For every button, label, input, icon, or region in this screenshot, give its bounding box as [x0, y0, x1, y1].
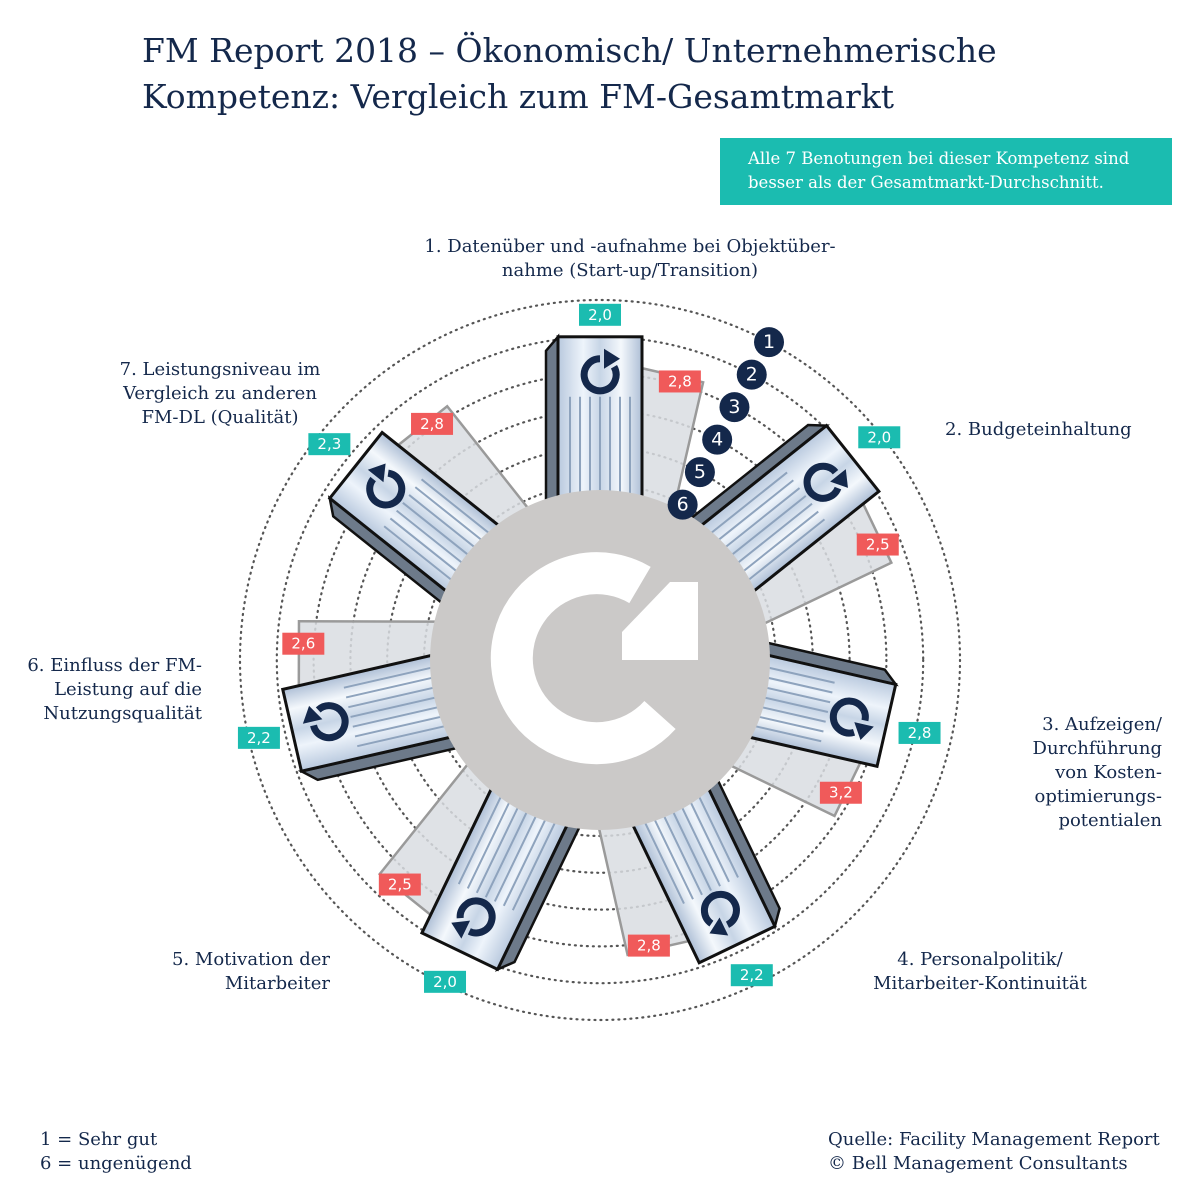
value-label-box — [282, 632, 325, 655]
source: Quelle: Facility Management Report — [828, 1129, 1160, 1150]
icon — [366, 469, 406, 509]
icon — [803, 462, 842, 502]
y-tick-label: 2 — [746, 364, 758, 386]
icon — [451, 920, 471, 939]
y-tick-label: 1 — [763, 331, 775, 353]
value-label: 2,2 — [740, 966, 764, 984]
category-label: 1. Datenüber und -aufnahme bei Objektübe… — [424, 236, 836, 281]
icon — [854, 722, 874, 740]
value-label-box — [819, 781, 862, 804]
center-icon — [490, 552, 676, 765]
value-label-box — [237, 726, 280, 749]
grid-ring — [275, 335, 925, 985]
y-tick-label: 3 — [728, 396, 740, 418]
value-label: 2,0 — [433, 973, 457, 991]
category-label: 4. Personalpolitik/ Mitarbeiter-Kontinui… — [873, 949, 1087, 994]
value-label-box — [411, 412, 454, 435]
value-label-box — [627, 934, 670, 957]
note: Alle 7 Benotungen bei dieser Kompetenz s… — [720, 138, 1172, 205]
icon — [830, 469, 848, 488]
value-label-box — [378, 873, 421, 896]
category-label: 6. Einfluss der FM- Leistung auf die Nut… — [27, 655, 202, 724]
icon — [604, 348, 620, 369]
value-label-box — [858, 426, 901, 449]
scale-note: 1 = Sehr gut — [40, 1129, 158, 1150]
value-label: 2,5 — [388, 876, 412, 894]
icon — [700, 890, 740, 928]
value-label: 2,2 — [247, 729, 271, 747]
center-disc — [430, 490, 770, 830]
icon — [302, 705, 323, 724]
chart-title: FM Report 2018 – Ökonomisch/ Unternehmer… — [142, 31, 997, 116]
icon — [310, 702, 349, 742]
center-icon — [622, 582, 698, 660]
value-label: 2,8 — [637, 937, 661, 955]
value-label: 3,2 — [829, 784, 853, 802]
tick-marker — [684, 457, 715, 488]
value-label: 2,0 — [588, 306, 612, 324]
value-label: 2,5 — [866, 536, 890, 554]
value-label: 2,8 — [668, 372, 692, 390]
y-tick-label: 4 — [711, 429, 723, 451]
tick-marker — [667, 489, 698, 520]
value-label-box — [308, 433, 351, 456]
value-label-box — [856, 533, 899, 556]
value-label: 2,8 — [908, 724, 932, 742]
value-label: 2,8 — [420, 415, 444, 433]
category-label: 2. Budgeteinhaltung — [945, 419, 1132, 440]
tick-marker — [702, 424, 733, 455]
icon — [709, 917, 729, 936]
value-label: 2,3 — [317, 435, 341, 453]
icon — [829, 697, 869, 737]
grid-ring — [238, 298, 962, 1022]
icon — [580, 355, 620, 395]
category-label: 3. Aufzeigen/ Durchführung von Kosten- o… — [1032, 714, 1162, 831]
value-label-box — [730, 964, 773, 987]
category-label: 5. Motivation der Mitarbeiter — [172, 949, 330, 994]
y-tick-label: 6 — [677, 494, 689, 516]
value-label: 2,0 — [867, 428, 891, 446]
tick-marker — [754, 327, 785, 358]
tick-marker — [736, 359, 767, 390]
tick-marker — [719, 392, 750, 423]
value-label-box — [579, 303, 621, 326]
icon — [367, 463, 386, 483]
icon — [456, 897, 496, 937]
value-label-box — [898, 721, 941, 744]
value-label: 2,6 — [291, 635, 315, 653]
value-label-box — [424, 970, 467, 993]
value-label-box — [658, 370, 701, 393]
category-label: 7. Leistungsniveau im Vergleich zu ander… — [119, 359, 321, 428]
y-tick-label: 5 — [694, 461, 706, 483]
source: © Bell Management Consultants — [828, 1153, 1128, 1174]
scale-note: 6 = ungenügend — [40, 1153, 192, 1174]
